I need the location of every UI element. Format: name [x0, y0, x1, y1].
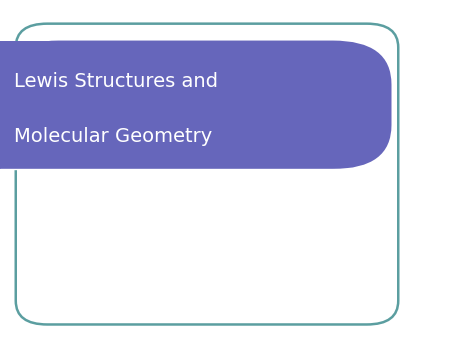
Text: Molecular Geometry: Molecular Geometry — [14, 127, 212, 146]
Text: Lewis Structures and: Lewis Structures and — [14, 72, 217, 91]
Bar — [0, 41, 61, 169]
FancyBboxPatch shape — [0, 41, 392, 169]
